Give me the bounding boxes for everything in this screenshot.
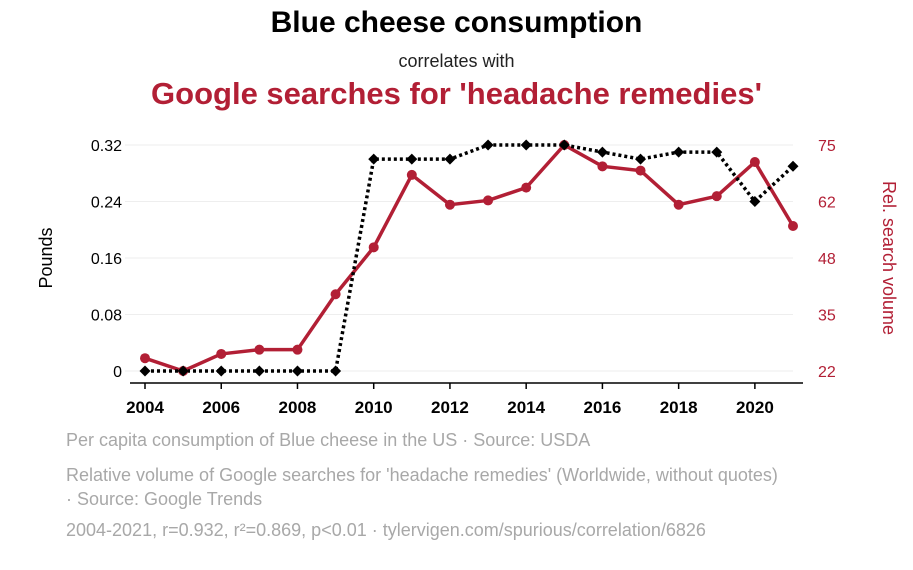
data-point-headache-searches: [788, 221, 798, 232]
data-point-blue-cheese: [711, 146, 723, 158]
data-point-headache-searches: [330, 289, 341, 300]
y-right-axis-title: Rel. search volume: [879, 181, 899, 335]
data-point-headache-searches: [711, 191, 722, 202]
y-left-tick-label: 0.32: [91, 138, 122, 155]
data-point-headache-searches: [635, 165, 646, 176]
x-tick-label: 2012: [431, 398, 469, 417]
data-point-headache-searches: [406, 169, 417, 180]
data-point-headache-searches: [292, 344, 303, 355]
data-point-blue-cheese: [215, 365, 227, 377]
data-point-blue-cheese: [291, 365, 303, 377]
data-point-headache-searches: [140, 353, 150, 364]
data-point-headache-searches: [521, 182, 532, 193]
chart-title: Blue cheese consumption: [270, 6, 643, 39]
chart-title-secondary: Google searches for 'headache remedies': [151, 76, 762, 111]
data-point-headache-searches: [673, 199, 684, 210]
y-left-axis-title: Pounds: [36, 227, 56, 288]
data-point-blue-cheese: [558, 139, 570, 151]
y-left-tick-label: 0.24: [91, 195, 122, 212]
y-right-tick-label: 22: [818, 364, 836, 381]
y-right-tick-label: 75: [818, 138, 836, 155]
y-right-tick-label: 35: [818, 308, 836, 325]
correlation-footer: 2004-2021, r=0.932, r²=0.869, p<0.01 · t…: [66, 520, 706, 540]
data-point-headache-searches: [216, 348, 227, 359]
data-point-headache-searches: [368, 242, 379, 253]
data-point-blue-cheese: [749, 196, 761, 207]
x-tick-label: 2010: [355, 398, 393, 417]
y-left-tick-label: 0.08: [91, 308, 122, 325]
series-line-blue-cheese: [145, 143, 795, 373]
data-point-headache-searches: [254, 344, 265, 355]
legend-label-blue-cheese: Per capita consumption of Blue cheese in…: [66, 430, 591, 450]
data-point-blue-cheese: [482, 139, 494, 151]
data-point-blue-cheese: [673, 146, 685, 158]
data-point-blue-cheese: [368, 153, 380, 165]
x-tick-label: 2014: [507, 398, 545, 417]
legend-label-headache-searches: Relative volume of Google searches for '…: [66, 465, 778, 509]
data-point-headache-searches: [483, 195, 494, 206]
chart-subtitle: correlates with: [398, 51, 515, 71]
data-point-blue-cheese: [330, 365, 342, 377]
data-point-blue-cheese: [596, 146, 608, 158]
data-point-blue-cheese: [139, 365, 151, 377]
y-right-tick-label: 48: [818, 251, 836, 268]
line-chart: 0 0.08 0.16 0.24 0.32 22 35 48 62 75 2004 2006 2008 2…: [36, 138, 899, 417]
y-left-tick-label: 0: [113, 364, 122, 381]
data-point-blue-cheese: [787, 160, 799, 172]
data-point-headache-searches: [597, 161, 608, 172]
data-point-blue-cheese: [635, 153, 647, 165]
data-point-headache-searches: [444, 199, 455, 210]
data-point-blue-cheese: [253, 365, 265, 377]
data-point-blue-cheese: [177, 365, 189, 377]
x-tick-label: 2008: [279, 398, 317, 417]
series-line-headache-searches: [144, 143, 795, 373]
x-tick-label: 2018: [660, 398, 698, 417]
x-tick-label: 2020: [736, 398, 774, 417]
data-point-headache-searches: [749, 157, 760, 168]
data-point-blue-cheese: [406, 153, 418, 165]
x-tick-label: 2016: [583, 398, 621, 417]
y-left-tick-label: 0.16: [91, 251, 122, 268]
x-tick-label: 2006: [202, 398, 240, 417]
data-point-blue-cheese: [444, 153, 456, 165]
y-right-tick-label: 62: [818, 195, 836, 212]
data-point-blue-cheese: [520, 139, 532, 151]
x-tick-label: 2004: [126, 398, 164, 417]
